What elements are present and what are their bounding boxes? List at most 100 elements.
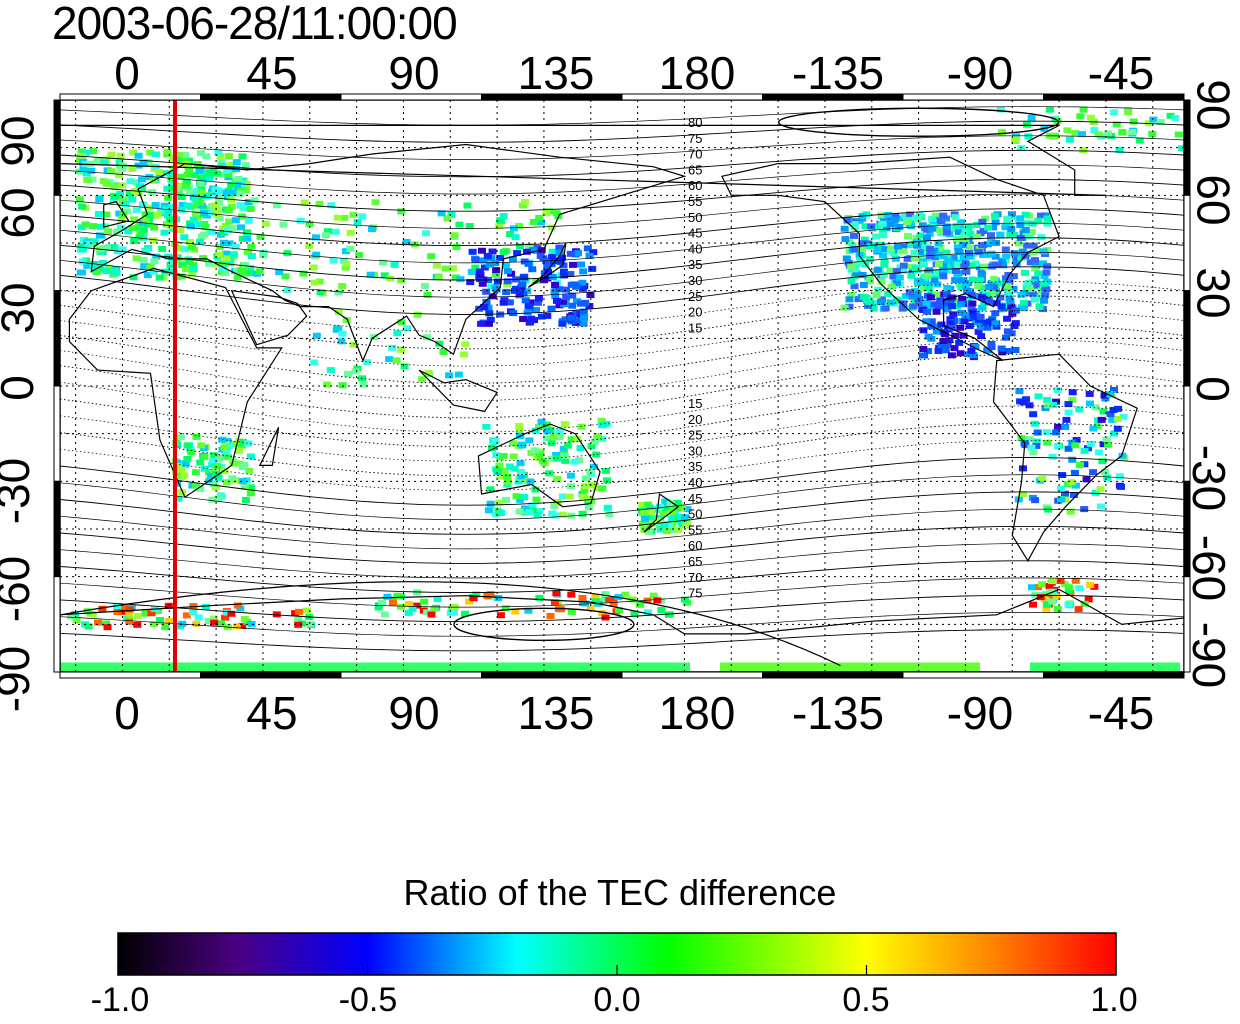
tec-data-cell bbox=[1049, 401, 1058, 408]
tec-data-cell bbox=[910, 254, 919, 261]
tec-data-cell bbox=[587, 442, 596, 449]
tec-data-cell bbox=[597, 597, 606, 604]
tec-data-cell bbox=[151, 151, 160, 158]
tec-data-cell bbox=[485, 261, 494, 268]
tec-data-cell bbox=[979, 251, 988, 258]
tec-data-cell bbox=[240, 461, 249, 468]
tec-data-cell bbox=[933, 323, 942, 330]
tec-data-cell bbox=[615, 607, 624, 614]
tec-data-cell bbox=[427, 611, 436, 618]
tec-data-cell bbox=[333, 214, 342, 221]
tec-data-cell bbox=[548, 273, 557, 280]
tec-data-cell bbox=[1045, 583, 1054, 590]
tec-data-cell bbox=[1002, 334, 1011, 341]
tec-data-cell bbox=[174, 462, 183, 469]
colorbar-tick-minus1: -1.0 bbox=[90, 981, 150, 1019]
tec-data-cell bbox=[598, 610, 607, 617]
tec-data-cell bbox=[205, 170, 214, 177]
tec-data-cell bbox=[535, 451, 544, 458]
tec-data-cell bbox=[367, 226, 376, 233]
tec-data-cell bbox=[191, 469, 200, 476]
tec-data-cell bbox=[88, 611, 97, 618]
tec-data-cell bbox=[496, 473, 505, 480]
tec-data-cell bbox=[204, 617, 213, 624]
lon-tick-top-45: 45 bbox=[246, 47, 298, 99]
tec-data-cell bbox=[1076, 462, 1085, 469]
tec-data-cell bbox=[210, 619, 219, 626]
tec-data-cell bbox=[177, 193, 186, 200]
tec-data-cell bbox=[519, 316, 528, 323]
tec-data-cell bbox=[942, 223, 951, 230]
tec-data-cell bbox=[183, 455, 192, 462]
tec-data-cell bbox=[321, 232, 330, 239]
tec-data-cell bbox=[1064, 584, 1073, 591]
contour-label-north: 20 bbox=[688, 305, 702, 320]
tec-data-cell bbox=[461, 341, 470, 348]
lon-tick-top-180: 180 bbox=[658, 47, 736, 99]
tec-data-cell bbox=[125, 618, 134, 625]
tec-data-cell bbox=[491, 438, 500, 445]
lon-tick-bottom-minus135: -135 bbox=[791, 687, 885, 739]
tec-data-cell bbox=[1010, 250, 1019, 257]
tec-data-cell bbox=[239, 438, 248, 445]
tec-data-cell bbox=[1071, 482, 1080, 489]
tec-data-cell bbox=[537, 418, 546, 425]
tec-data-cell bbox=[129, 274, 138, 281]
tec-data-cell bbox=[183, 442, 192, 449]
tec-data-cell bbox=[177, 206, 186, 213]
tec-data-cell bbox=[494, 594, 503, 601]
tec-data-cell bbox=[845, 303, 854, 310]
tec-data-cell bbox=[877, 278, 886, 285]
tec-data-cell bbox=[176, 245, 185, 252]
tec-data-cell bbox=[916, 255, 925, 262]
tec-data-cell bbox=[1112, 121, 1121, 128]
tec-data-cell bbox=[463, 202, 472, 209]
tec-data-cell bbox=[964, 280, 973, 287]
tec-data-cell bbox=[591, 598, 600, 605]
tec-data-cell bbox=[1086, 440, 1095, 447]
tec-data-cell bbox=[899, 262, 908, 269]
tec-data-cell bbox=[962, 268, 971, 275]
tec-data-cell bbox=[519, 274, 528, 281]
tec-data-cell bbox=[567, 314, 576, 321]
tec-data-cell bbox=[408, 605, 417, 612]
tec-data-cell bbox=[971, 343, 980, 350]
tec-data-cell bbox=[1148, 131, 1157, 138]
lon-tick-top-135: 135 bbox=[517, 47, 595, 99]
axis-bar-top bbox=[621, 93, 763, 101]
tec-data-cell bbox=[130, 216, 139, 223]
tec-data-cell bbox=[597, 417, 606, 424]
tec-data-cell bbox=[1082, 476, 1091, 483]
tec-data-cell bbox=[589, 249, 598, 256]
tec-data-cell bbox=[639, 509, 648, 516]
tec-data-cell bbox=[991, 291, 1000, 298]
tec-data-cell bbox=[529, 299, 538, 306]
tec-data-cell bbox=[602, 420, 611, 427]
tec-data-cell bbox=[1135, 137, 1144, 144]
contour-line bbox=[60, 193, 1184, 229]
tec-data-cell bbox=[1064, 401, 1073, 408]
tec-data-cell bbox=[222, 189, 231, 196]
lon-tick-top-minus135: -135 bbox=[791, 47, 885, 99]
tec-data-cell bbox=[223, 609, 232, 616]
tec-data-cell bbox=[130, 237, 139, 244]
tec-data-cell bbox=[341, 248, 350, 255]
tec-data-cell bbox=[924, 281, 933, 288]
tec-data-cell bbox=[109, 197, 118, 204]
lon-tick-bottom-180: 180 bbox=[658, 687, 736, 739]
tec-data-cell bbox=[1042, 269, 1051, 276]
tec-data-cell bbox=[185, 188, 194, 195]
tec-data-cell bbox=[578, 285, 587, 292]
tec-data-cell bbox=[221, 614, 230, 621]
tec-data-cell bbox=[141, 610, 150, 617]
tec-data-cell bbox=[903, 255, 912, 262]
tec-data-cell bbox=[1024, 133, 1033, 140]
tec-data-cell bbox=[1030, 662, 1180, 672]
tec-data-cell bbox=[238, 235, 247, 242]
tec-data-cell bbox=[547, 261, 556, 268]
tec-data-cell bbox=[185, 167, 194, 174]
tec-data-cell bbox=[201, 604, 210, 611]
tec-data-cell bbox=[934, 261, 943, 268]
tec-data-cell bbox=[887, 245, 896, 252]
